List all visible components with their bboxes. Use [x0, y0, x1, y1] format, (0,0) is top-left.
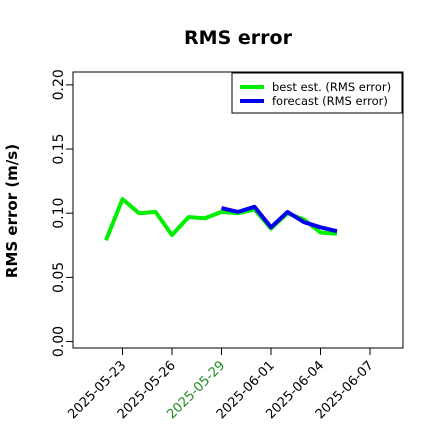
legend-box [231, 72, 403, 114]
y-tick-label: 0.20 [51, 69, 67, 100]
legend-label: best est. (RMS error) [272, 80, 391, 94]
series-line-1 [221, 204, 338, 234]
plot-frame [72, 71, 404, 349]
chart-title: RMS error [184, 27, 293, 49]
x-axis: 2025-05-232025-05-262025-05-292025-06-01… [65, 348, 377, 422]
y-tick-label: 0.10 [51, 198, 67, 229]
y-tick-label: 0.05 [51, 262, 67, 293]
y-axis: 0.00 0.05 0.10 0.15 0.20 [51, 69, 73, 357]
legend-label: forecast (RMS error) [272, 94, 388, 108]
legend: best est. (RMS error)forecast (RMS error… [231, 72, 403, 114]
y-tick-label: 0.00 [51, 326, 67, 357]
series-layer [104, 197, 338, 241]
y-tick-label: 0.15 [51, 133, 67, 164]
y-axis-label: RMS error (m/s) [3, 144, 21, 278]
